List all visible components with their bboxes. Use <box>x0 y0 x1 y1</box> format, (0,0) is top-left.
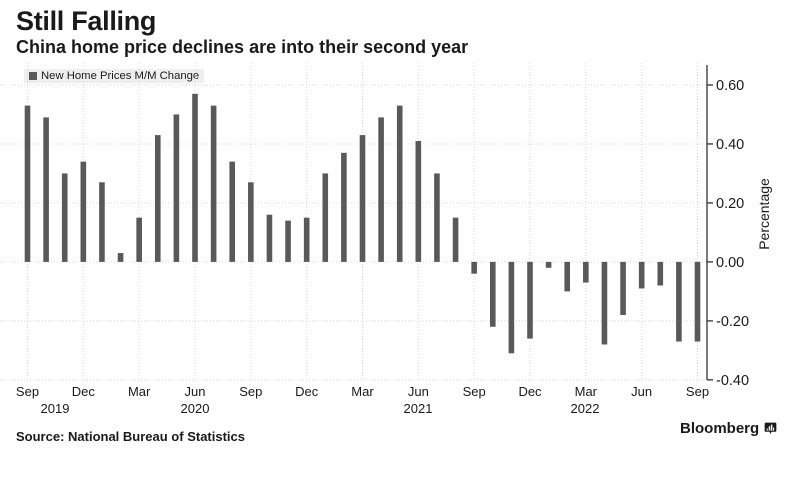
svg-text:Mar: Mar <box>128 384 151 399</box>
svg-text:0.20: 0.20 <box>716 196 744 212</box>
svg-text:Mar: Mar <box>351 384 374 399</box>
svg-text:-0.40: -0.40 <box>716 373 749 389</box>
svg-text:2019: 2019 <box>41 401 70 416</box>
svg-text:Jun: Jun <box>631 384 652 399</box>
svg-text:Sep: Sep <box>239 384 262 399</box>
svg-text:2021: 2021 <box>404 401 433 416</box>
svg-text:Dec: Dec <box>295 384 319 399</box>
svg-text:-0.20: -0.20 <box>716 314 749 330</box>
svg-text:0.00: 0.00 <box>716 255 744 271</box>
svg-text:Jun: Jun <box>185 384 206 399</box>
svg-text:Dec: Dec <box>518 384 542 399</box>
svg-text:Mar: Mar <box>575 384 598 399</box>
svg-text:2022: 2022 <box>571 401 600 416</box>
svg-text:Sep: Sep <box>463 384 486 399</box>
svg-text:2020: 2020 <box>181 401 210 416</box>
svg-text:Dec: Dec <box>72 384 96 399</box>
svg-text:0.60: 0.60 <box>716 78 744 94</box>
svg-text:Sep: Sep <box>686 384 709 399</box>
svg-text:Jun: Jun <box>408 384 429 399</box>
svg-text:Sep: Sep <box>16 384 39 399</box>
svg-text:0.40: 0.40 <box>716 137 744 153</box>
